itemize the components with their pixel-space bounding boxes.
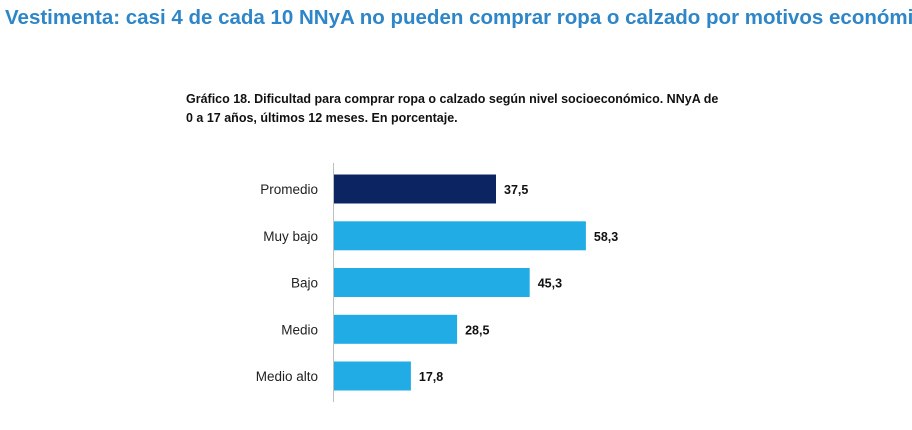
category-label: Medio — [281, 322, 318, 337]
category-labels-group: Promedio Muy bajo Bajo Medio Medio alto — [256, 182, 318, 384]
chart-title-line-2: 0 a 17 años, últimos 12 meses. En porcen… — [186, 111, 458, 125]
value-label: 37,5 — [504, 183, 528, 197]
bar-promedio — [334, 174, 496, 204]
category-label: Bajo — [291, 276, 318, 291]
page-headline: Vestimenta: casi 4 de cada 10 NNyA no pu… — [5, 6, 912, 29]
chart-title: Gráfico 18. Dificultad para comprar ropa… — [186, 90, 746, 128]
value-label: 45,3 — [538, 277, 562, 291]
chart-title-line-1: Gráfico 18. Dificultad para comprar ropa… — [186, 92, 719, 106]
value-label: 58,3 — [594, 230, 618, 244]
value-labels-group: 37,5 58,3 45,3 28,5 17,8 — [419, 183, 618, 384]
value-label: 28,5 — [465, 323, 489, 337]
category-label: Muy bajo — [263, 229, 318, 244]
value-label: 17,8 — [419, 370, 443, 384]
bar-muy-bajo — [334, 221, 586, 251]
bars-group — [334, 174, 586, 391]
bar-medio — [334, 314, 458, 344]
category-label: Promedio — [260, 182, 318, 197]
category-label: Medio alto — [256, 369, 318, 384]
bar-medio-alto — [334, 361, 411, 391]
bar-bajo — [334, 268, 530, 297]
